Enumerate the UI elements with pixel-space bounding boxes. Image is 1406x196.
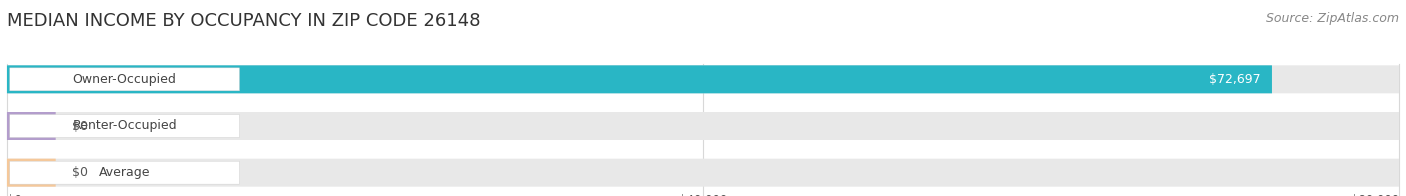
Text: $80,000: $80,000	[1351, 194, 1399, 196]
FancyBboxPatch shape	[10, 68, 239, 91]
FancyBboxPatch shape	[7, 112, 1399, 140]
Text: Renter-Occupied: Renter-Occupied	[72, 120, 177, 132]
FancyBboxPatch shape	[7, 65, 1272, 93]
Text: $72,697: $72,697	[1209, 73, 1261, 86]
Text: Average: Average	[98, 166, 150, 179]
FancyBboxPatch shape	[7, 159, 56, 187]
FancyBboxPatch shape	[10, 161, 239, 184]
FancyBboxPatch shape	[7, 112, 56, 140]
Text: Owner-Occupied: Owner-Occupied	[73, 73, 177, 86]
Text: MEDIAN INCOME BY OCCUPANCY IN ZIP CODE 26148: MEDIAN INCOME BY OCCUPANCY IN ZIP CODE 2…	[7, 12, 481, 30]
Text: $0: $0	[72, 166, 89, 179]
Text: $40,000: $40,000	[679, 194, 727, 196]
FancyBboxPatch shape	[7, 159, 1399, 187]
FancyBboxPatch shape	[7, 65, 1399, 93]
Text: Source: ZipAtlas.com: Source: ZipAtlas.com	[1265, 12, 1399, 25]
FancyBboxPatch shape	[10, 114, 239, 137]
Text: $0: $0	[72, 120, 89, 132]
Text: $0: $0	[7, 194, 22, 196]
